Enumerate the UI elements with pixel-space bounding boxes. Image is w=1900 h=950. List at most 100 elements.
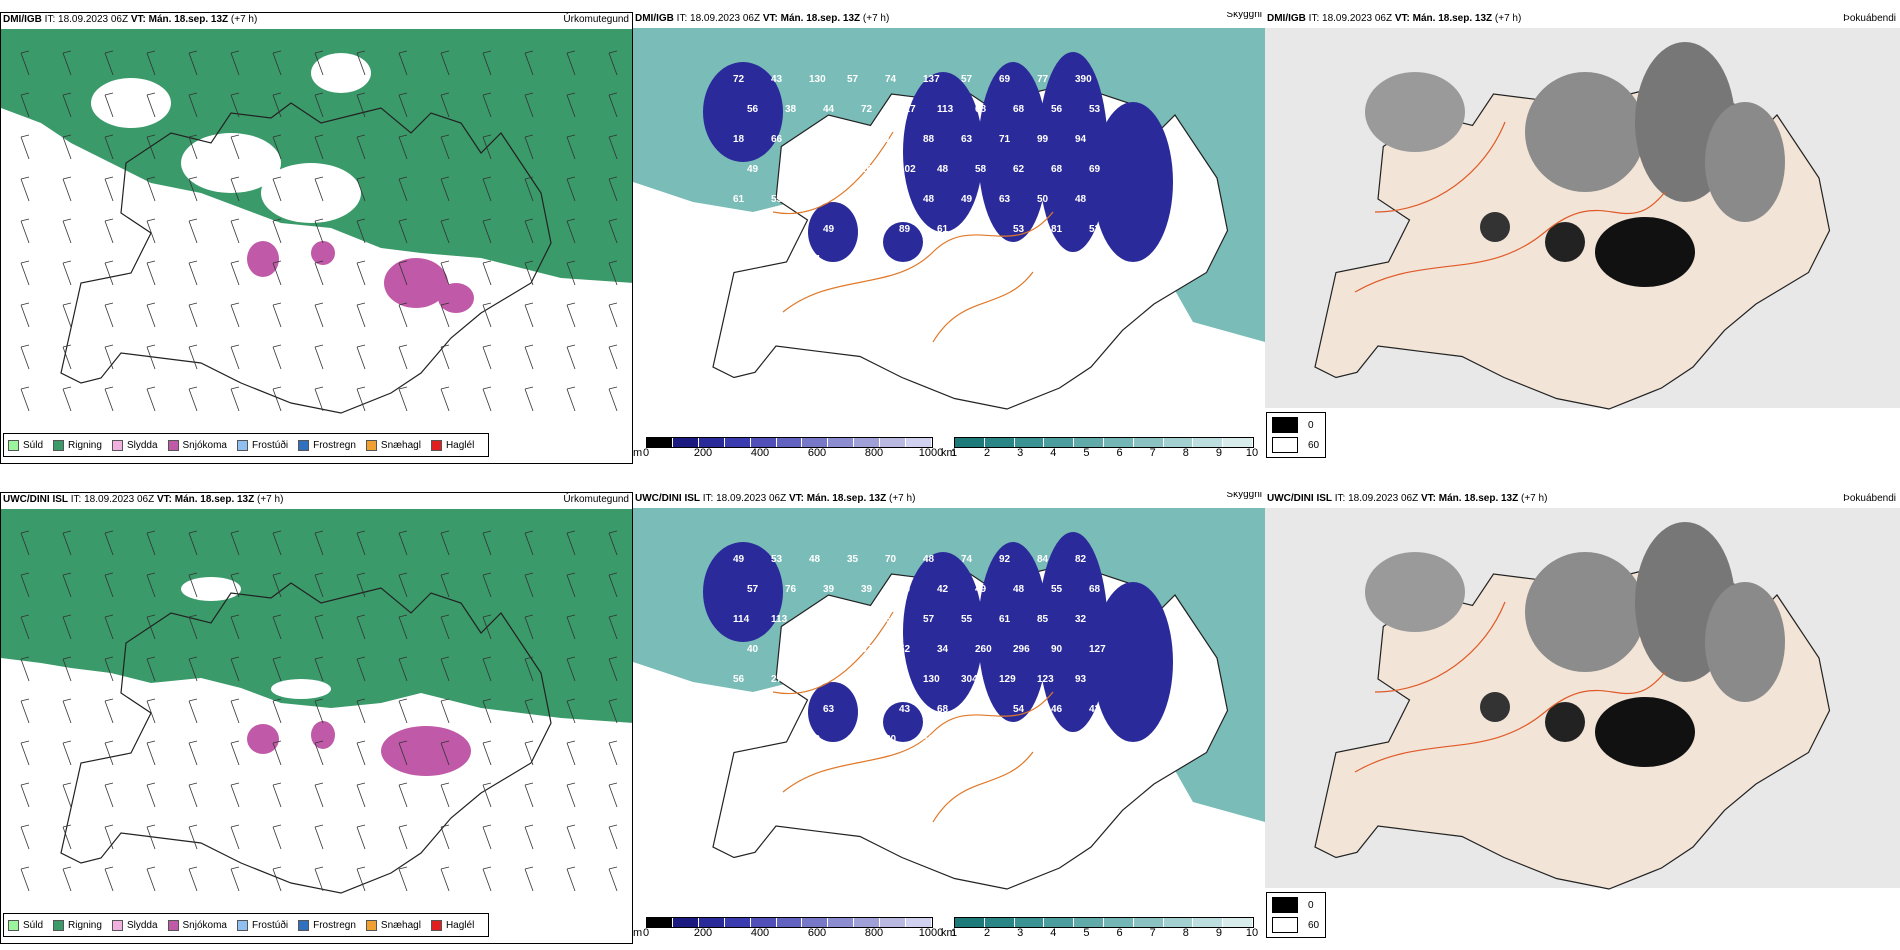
fog-map-row2 [1265,508,1900,890]
wind-barb [440,50,450,54]
wind-barb [62,614,72,618]
wind-barb [482,50,492,54]
colorbar-tick: 800 [864,447,884,459]
wind-barb [314,52,324,76]
wind-barb [482,616,492,640]
visibility-map-row1: 72 43 130 57 74 137 57 69 77 390 56 38 44 72 127 113 68 6… [633,28,1265,410]
wind-barb [356,50,366,54]
visibility-value-label: 74 [961,554,973,565]
visibility-value-label: 45 [861,224,873,235]
wind-barb [482,574,492,598]
wind-barb [272,530,282,534]
wind-barb [104,178,114,202]
wind-barb [20,614,30,618]
snow-area [247,241,279,277]
wind-barb [104,572,114,576]
wind-barb [608,574,618,598]
fog-density-area [1545,222,1585,262]
wind-barb [482,136,492,160]
visibility-value-label: 57 [771,734,783,745]
visibility-value-label: 66 [771,134,783,145]
visibility-value-label: 72 [861,104,873,115]
wind-barb [146,742,156,766]
legend-item: Snæhagl [365,439,421,451]
visibility-value-label: 93 [1075,674,1087,685]
wind-barb [356,698,366,702]
wind-barb [566,178,576,202]
wind-barb [524,178,534,202]
visibility-value-label: 71 [999,134,1011,145]
colorbar-tick: 0 [642,927,650,939]
wind-barb [104,388,114,412]
wind-barb [440,866,450,870]
wind-barb [398,218,408,222]
wind-barb [62,824,72,828]
wind-barb [608,826,618,850]
visibility-value-label: 87 [809,194,821,205]
wind-barb [440,218,450,222]
visibility-value-label: 97 [747,704,759,715]
low-visibility-area [883,222,923,262]
wind-barb [566,386,576,390]
wind-barb [20,740,30,744]
visibility-value-label: 39 [861,584,873,595]
wind-barb [314,572,324,576]
visibility-value-label: 63 [847,614,859,625]
valid-time: Mán. 18.sep. 13Z [174,494,255,505]
wind-barb [482,52,492,76]
wind-barb [440,346,450,370]
wind-barb [398,220,408,244]
wind-barb [104,700,114,724]
wind-barb [62,52,72,76]
wind-barb [20,136,30,160]
legend-label: Súld [23,919,44,931]
wind-barb [566,136,576,160]
wind-barb [314,92,324,96]
wind-barb [608,866,618,870]
colorbar-tick: 4 [1050,447,1057,459]
visibility-value-label: 41 [785,644,797,655]
wind-barb [398,178,408,202]
wind-barb [146,344,156,348]
visibility-value-label: 72 [733,74,745,85]
legend-label: Snæhagl [380,439,421,451]
wind-barb [272,134,282,138]
wind-barb [62,530,72,534]
wind-barb [608,530,618,534]
wind-barb [20,220,30,244]
wind-barb [146,782,156,786]
wind-barb [146,700,156,724]
visibility-value-label: 69 [1089,164,1101,175]
wind-barb [356,532,366,556]
visibility-value-label: 82 [1075,554,1087,565]
visibility-value-label: 92 [999,554,1011,565]
wind-barb [20,866,30,870]
wind-barb [608,92,618,96]
coastline [60,582,552,894]
wind-barb [398,260,408,264]
wind-barb [188,700,198,724]
visibility-value-label: 57 [747,584,759,595]
legend-swatch [8,919,19,931]
wind-barb [20,52,30,76]
wind-barb [272,826,282,850]
wind-barb [524,784,534,808]
wind-barb [566,304,576,328]
wind-barb [566,866,576,870]
wind-barb [146,698,156,702]
wind-barb [104,824,114,828]
wind-barb [188,740,198,744]
wind-barb [398,614,408,618]
visibility-value-label: 113 [771,614,788,625]
wind-barb [104,616,114,640]
wind-barb [524,740,534,744]
colorbar-tick: 600 [807,447,827,459]
wind-barb [566,388,576,412]
visibility-value-label: 127 [899,104,916,115]
wind-barb [566,344,576,348]
legend-swatch [298,439,310,451]
valid-time: Mán. 18.sep. 13Z [148,14,229,25]
colorbar-tick: 9 [1215,447,1222,459]
wind-barb [566,784,576,808]
wind-barb [398,344,408,348]
